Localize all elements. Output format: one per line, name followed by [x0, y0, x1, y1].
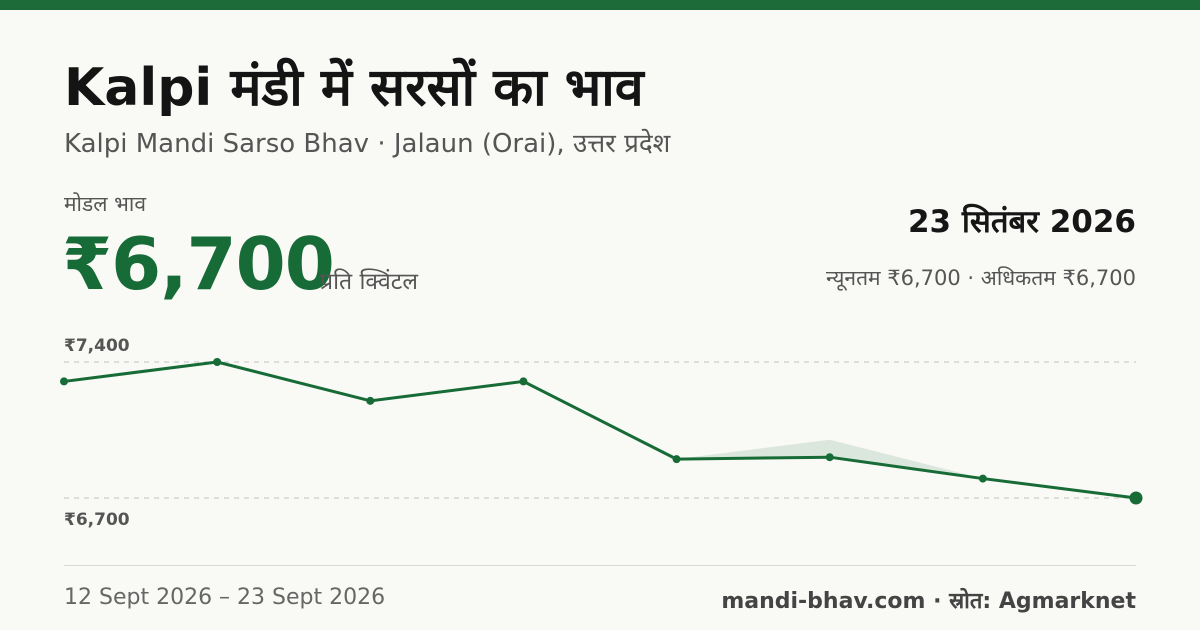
footer-divider [64, 565, 1136, 566]
page-subtitle: Kalpi Mandi Sarso Bhav · Jalaun (Orai), … [64, 129, 671, 159]
data-point-1 [60, 377, 68, 386]
source-credit: mandi-bhav.com · स्रोत: Agmarknet [721, 589, 1136, 614]
y-axis-min-label: ₹6,700 [64, 510, 130, 530]
price-line [62, 360, 1138, 500]
data-point-4 [519, 377, 528, 386]
price-unit: प्रति क्विंटल [320, 269, 418, 295]
modal-price-value: ₹6,700 [62, 222, 335, 306]
date-range: 12 Sept 2026 – 23 Sept 2026 [64, 585, 386, 610]
data-point-3 [366, 396, 375, 405]
modal-price-label: मोडल भाव [64, 192, 147, 216]
top-accent-bar [0, 0, 1200, 10]
data-point-7 [978, 474, 987, 483]
y-axis-max-label: ₹7,400 [64, 336, 130, 356]
page-title: Kalpi मंडी में सरसों का भाव [64, 58, 644, 118]
min-max-range: न्यूनतम ₹6,700 · अधिकतम ₹6,700 [826, 266, 1136, 290]
data-point-2 [213, 358, 222, 366]
price-date: 23 सितंबर 2026 [907, 204, 1136, 240]
data-point-6 [825, 453, 834, 462]
data-point-5 [672, 455, 681, 464]
data-point-8 [1129, 491, 1143, 505]
